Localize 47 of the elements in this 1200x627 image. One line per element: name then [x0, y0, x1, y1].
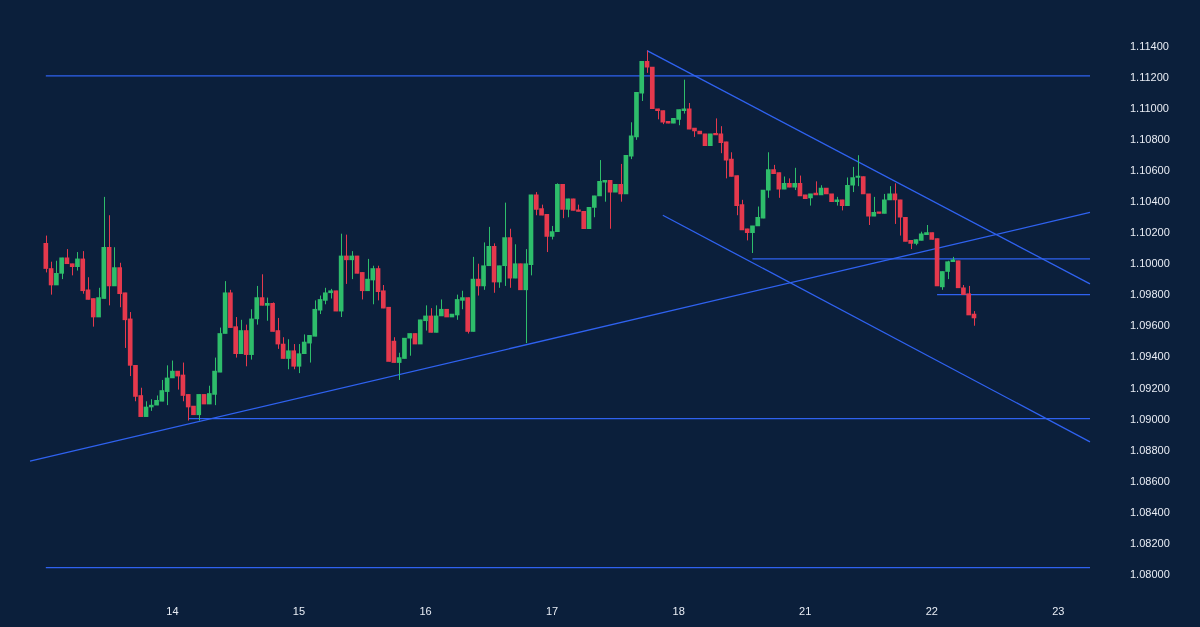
y-tick-label: 1.08800 [1130, 443, 1170, 456]
candlestick [792, 167, 798, 191]
x-tick-label: 14 [166, 604, 179, 617]
x-tick-label: 18 [672, 604, 685, 617]
candlestick [618, 163, 623, 203]
candlestick [349, 250, 355, 280]
candlestick [512, 243, 518, 279]
candlestick [866, 193, 871, 226]
x-tick-label: 23 [1052, 604, 1065, 617]
candlestick [750, 225, 755, 254]
y-tick-label: 1.11200 [1130, 70, 1169, 83]
candlestick [565, 198, 571, 218]
candlestick [882, 193, 887, 214]
x-tick-label: 17 [545, 604, 559, 617]
candlestick [765, 151, 771, 199]
y-tick-label: 1.10200 [1130, 226, 1170, 239]
candlestick [259, 273, 265, 306]
y-tick-label: 1.10800 [1130, 132, 1170, 145]
candlestick [407, 332, 413, 357]
candlestick [196, 393, 202, 422]
x-tick-label: 16 [419, 604, 432, 617]
candlestick [291, 343, 297, 370]
y-tick-label: 1.09400 [1130, 350, 1170, 363]
candlestick [286, 338, 291, 370]
y-tick-label: 1.09000 [1130, 412, 1170, 425]
y-tick-label: 1.10600 [1130, 163, 1170, 176]
candlestick [112, 246, 117, 287]
y-tick-label: 1.09800 [1130, 288, 1170, 301]
y-tick-label: 1.09600 [1130, 319, 1170, 332]
candlestick [344, 234, 349, 285]
candlestick [428, 307, 434, 333]
y-tick-label: 1.08200 [1130, 536, 1170, 549]
candlestick [475, 263, 481, 297]
x-tick-label: 15 [292, 604, 306, 617]
candlestick [264, 297, 270, 322]
y-tick-label: 1.11000 [1130, 101, 1169, 114]
y-tick-label: 1.09200 [1130, 381, 1170, 394]
x-tick-label: 21 [799, 604, 812, 617]
y-tick-label: 1.08600 [1130, 474, 1170, 487]
x-tick-label: 22 [925, 604, 938, 617]
candlestick [75, 251, 80, 272]
y-tick-label: 1.08400 [1130, 505, 1170, 518]
y-tick-label: 1.10400 [1130, 195, 1170, 208]
y-tick-label: 1.08000 [1130, 568, 1170, 581]
candlestick [254, 285, 260, 326]
y-tick-label: 1.11400 [1130, 39, 1169, 52]
y-tick-label: 1.10000 [1130, 257, 1170, 270]
